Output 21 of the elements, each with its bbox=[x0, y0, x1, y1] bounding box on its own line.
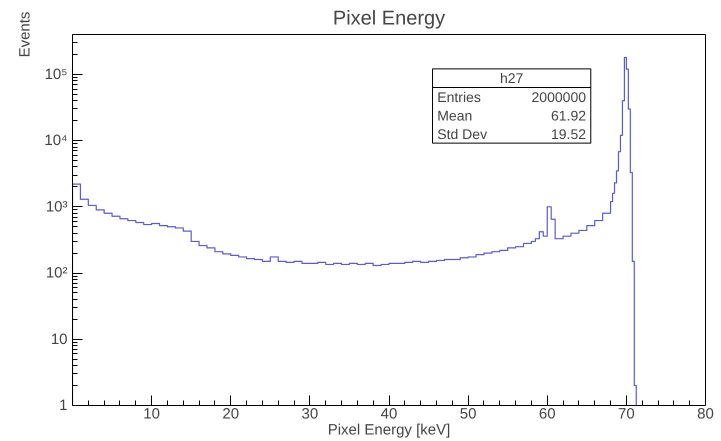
x-tick-label: 40 bbox=[380, 406, 398, 422]
text: Entries 2000000 bbox=[437, 88, 586, 105]
y-tick-label: 10 bbox=[50, 330, 68, 348]
y-tick-label: 1 bbox=[59, 397, 68, 414]
text: Mean 61.92 bbox=[437, 107, 586, 124]
text: Std Dev 19.52 bbox=[437, 126, 586, 142]
y-tick-label: 10⁴ bbox=[44, 132, 68, 150]
y-tick-label: 10⁵ bbox=[44, 66, 68, 83]
y-tick-label: 10³ bbox=[46, 198, 68, 216]
annotation: h27 bbox=[500, 70, 524, 86]
x-tick-label: 10 bbox=[143, 406, 160, 422]
x-tick-label: 20 bbox=[222, 406, 240, 422]
x-tick-label: 80 bbox=[697, 406, 714, 422]
x-tick-label: 70 bbox=[618, 406, 635, 422]
x-tick-label: 60 bbox=[538, 406, 556, 422]
x-axis-title: Pixel Energy [keV] bbox=[328, 422, 450, 438]
x-tick-label: 30 bbox=[302, 406, 318, 422]
chart-title: Pixel Energy bbox=[332, 8, 446, 30]
x-tick-label: 50 bbox=[460, 406, 476, 422]
y-axis-title: Events bbox=[16, 12, 34, 58]
y-tick-label: 10² bbox=[46, 264, 68, 282]
